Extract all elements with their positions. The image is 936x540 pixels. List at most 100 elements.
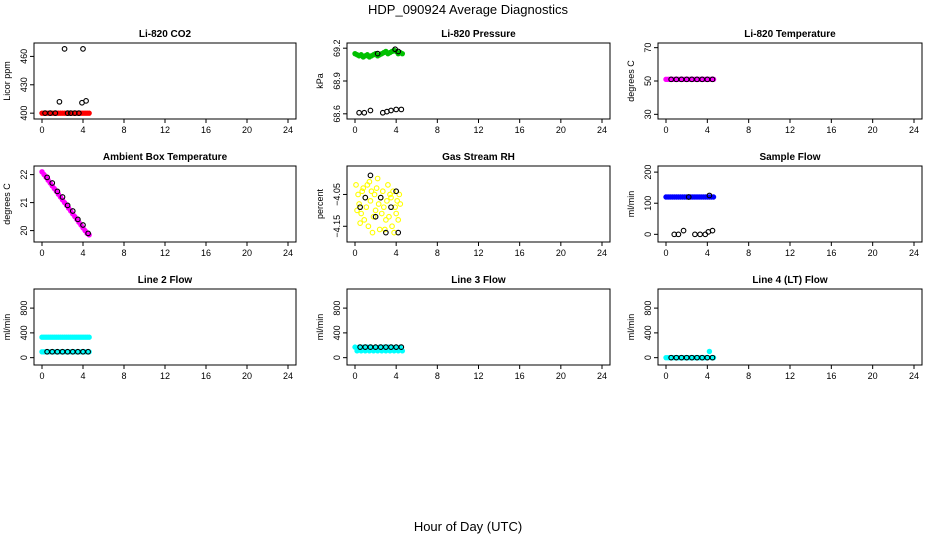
y-tick-label: 800 (332, 301, 342, 316)
panel-5: Gas Stream RH 0 4 8 12 16 20 24 −4.05 −4.15 percen… (315, 152, 611, 258)
data-point (362, 194, 369, 201)
data-point (385, 182, 391, 188)
x-tick-label: 12 (473, 371, 483, 381)
data-point (683, 354, 690, 361)
x-tick-label: 16 (515, 371, 525, 381)
data-point (668, 76, 675, 83)
data-point (355, 191, 361, 198)
x-tick-label: 24 (909, 248, 919, 258)
x-tick-label: 12 (160, 248, 170, 258)
panel-title: Line 4 (LT) Flow (752, 275, 828, 286)
x-tick-label: 24 (597, 371, 607, 381)
x-tick-label: 8 (121, 248, 126, 258)
data-point (692, 231, 698, 238)
x-tick-label: 24 (283, 125, 293, 135)
data-point (675, 231, 682, 238)
y-tick-label: 0 (643, 355, 653, 360)
data-point (54, 188, 61, 195)
data-point (673, 76, 680, 83)
data-point (360, 185, 367, 191)
data-point (395, 229, 402, 236)
x-tick-label: 16 (826, 371, 836, 381)
data-point (357, 204, 363, 211)
data-point (56, 98, 63, 105)
plot-frame (346, 288, 611, 366)
y-tick-label: 800 (19, 301, 29, 316)
y-axis-label: ml/min (626, 191, 636, 218)
data-point (678, 354, 685, 361)
y-tick-label: 69.2 (332, 39, 342, 57)
data-point (395, 217, 402, 223)
data-point (368, 188, 375, 195)
data-point (365, 223, 372, 230)
series-average (357, 344, 405, 350)
data-point (388, 204, 394, 211)
panel-9: Line 4 (LT) Flow 0 4 8 12 16 20 24 0 400 800 ml/min (626, 275, 923, 381)
data-point (372, 207, 379, 214)
x-tick-label: 4 (705, 248, 710, 258)
x-tick-label: 20 (556, 248, 566, 258)
data-point (699, 76, 706, 83)
y-tick-label: 22 (19, 170, 29, 180)
data-point (389, 223, 395, 230)
data-point (373, 185, 380, 191)
y-tick-label: −4.05 (332, 183, 342, 206)
y-tick-label: 460 (19, 49, 29, 64)
y-axis-label: ml/min (626, 314, 636, 341)
panel-title: Sample Flow (759, 152, 820, 163)
y-axis-label: percent (315, 188, 325, 219)
x-tick-label: 4 (80, 125, 85, 135)
x-tick-label: 16 (826, 248, 836, 258)
panel-title: Gas Stream RH (442, 152, 515, 163)
x-tick-label: 24 (283, 371, 293, 381)
x-tick-label: 0 (663, 371, 668, 381)
series-average (668, 354, 716, 361)
panel-title: Li-820 CO2 (139, 29, 192, 40)
x-tick-label: 24 (283, 248, 293, 258)
x-tick-label: 8 (121, 371, 126, 381)
data-point (395, 48, 402, 55)
y-tick-label: 0 (19, 355, 29, 360)
series-average (356, 46, 405, 116)
data-point (361, 217, 368, 223)
data-point (397, 201, 404, 207)
data-point (685, 194, 692, 200)
plot-frame (657, 288, 923, 366)
x-tick-label: 8 (435, 371, 440, 381)
panel-8: Line 3 Flow 0 4 8 12 16 20 24 0 400 800 ml/min (315, 275, 611, 381)
figure-title: HDP_090924 Average Diagnostics (368, 2, 568, 17)
data-point (398, 344, 405, 350)
x-tick-label: 12 (160, 125, 170, 135)
data-point (384, 197, 390, 204)
y-axis-label: kPa (315, 73, 325, 89)
data-point (688, 354, 695, 361)
data-point (378, 210, 385, 217)
x-tick-label: 8 (121, 125, 126, 135)
y-tick-label: −4.15 (332, 215, 342, 238)
data-point (673, 354, 680, 361)
panel-1: Li-820 CO2 0 4 8 12 16 20 24 400 430 460 Licor ppm (2, 29, 297, 135)
x-tick-label: 24 (909, 371, 919, 381)
data-point (678, 76, 685, 83)
x-tick-label: 12 (473, 125, 483, 135)
data-point (699, 354, 706, 361)
data-point (369, 229, 376, 236)
x-tick-label: 20 (556, 125, 566, 135)
series-average (44, 348, 91, 355)
data-point (396, 191, 403, 198)
data-point (380, 204, 387, 211)
x-tick-label: 0 (663, 248, 668, 258)
data-point (86, 334, 92, 340)
x-tick-label: 24 (597, 248, 607, 258)
panel-6: Sample Flow 0 4 8 12 16 20 24 0 100 200 ml/min (626, 152, 923, 258)
data-point (354, 207, 360, 214)
data-point (372, 213, 379, 220)
series-average (668, 76, 716, 83)
x-tick-label: 20 (242, 248, 252, 258)
data-point (353, 182, 359, 188)
data-point (709, 227, 716, 234)
x-tick-label: 0 (352, 371, 357, 381)
data-point (694, 76, 700, 83)
x-tick-label: 16 (201, 248, 211, 258)
x-tick-label: 12 (160, 371, 170, 381)
